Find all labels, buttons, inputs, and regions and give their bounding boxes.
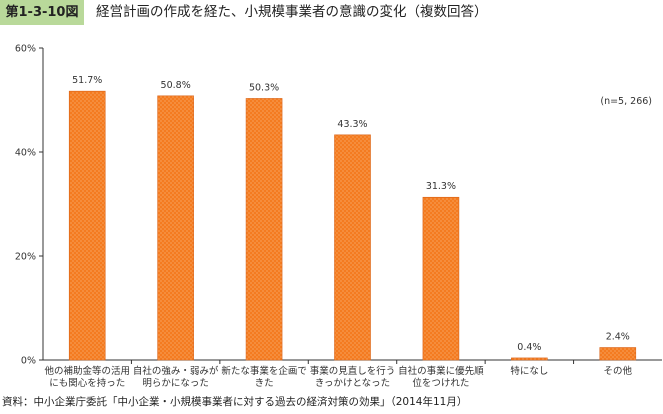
sample-size-note: (n=5, 266) — [600, 96, 652, 107]
category-label: 事業の見直しを行う — [310, 365, 396, 377]
y-tick-label: 20% — [15, 252, 36, 263]
source-note: 資料：中小企業庁委託「中小企業・小規模事業者に対する過去の経済対策の効果」（20… — [2, 396, 468, 408]
bar — [245, 98, 283, 361]
bar — [511, 357, 548, 361]
data-label: 50.8% — [161, 80, 191, 91]
bar — [157, 95, 194, 361]
y-tick-label: 60% — [15, 44, 36, 55]
y-tick-label: 0% — [21, 356, 36, 367]
data-label: 31.3% — [426, 181, 456, 192]
bar — [334, 134, 371, 361]
category-label: にも関心を持った — [49, 377, 125, 389]
category-label: 特になし — [510, 365, 548, 377]
bar — [599, 347, 637, 361]
bar — [68, 90, 106, 361]
bar — [422, 196, 460, 361]
chart-title: 経営計画の作成を経た、小規模事業者の意識の変化（複数回答） — [96, 4, 488, 20]
category-label: きた — [255, 378, 274, 389]
data-label: 51.7% — [72, 75, 102, 86]
category-label: 他の補助金等の活用 — [44, 365, 130, 377]
category-label: その他 — [604, 365, 633, 377]
category-label: 自社の事業に優先順 — [398, 365, 484, 377]
category-label: 明らかになった — [142, 378, 209, 389]
category-label: 新たな事業を企画で — [221, 365, 307, 377]
data-label: 50.3% — [249, 82, 279, 93]
category-label: 自社の強み・弱みが — [133, 365, 219, 377]
data-label: 43.3% — [337, 119, 367, 130]
category-label: 位をつけれた — [412, 377, 469, 389]
category-label: きっかけとなった — [315, 378, 390, 389]
figure-number-badge: 第1-3-10図 — [0, 0, 84, 25]
data-label: 2.4% — [606, 332, 630, 343]
chart-bars — [68, 90, 637, 361]
data-label: 0.4% — [517, 342, 541, 353]
y-tick-label: 40% — [15, 148, 36, 159]
